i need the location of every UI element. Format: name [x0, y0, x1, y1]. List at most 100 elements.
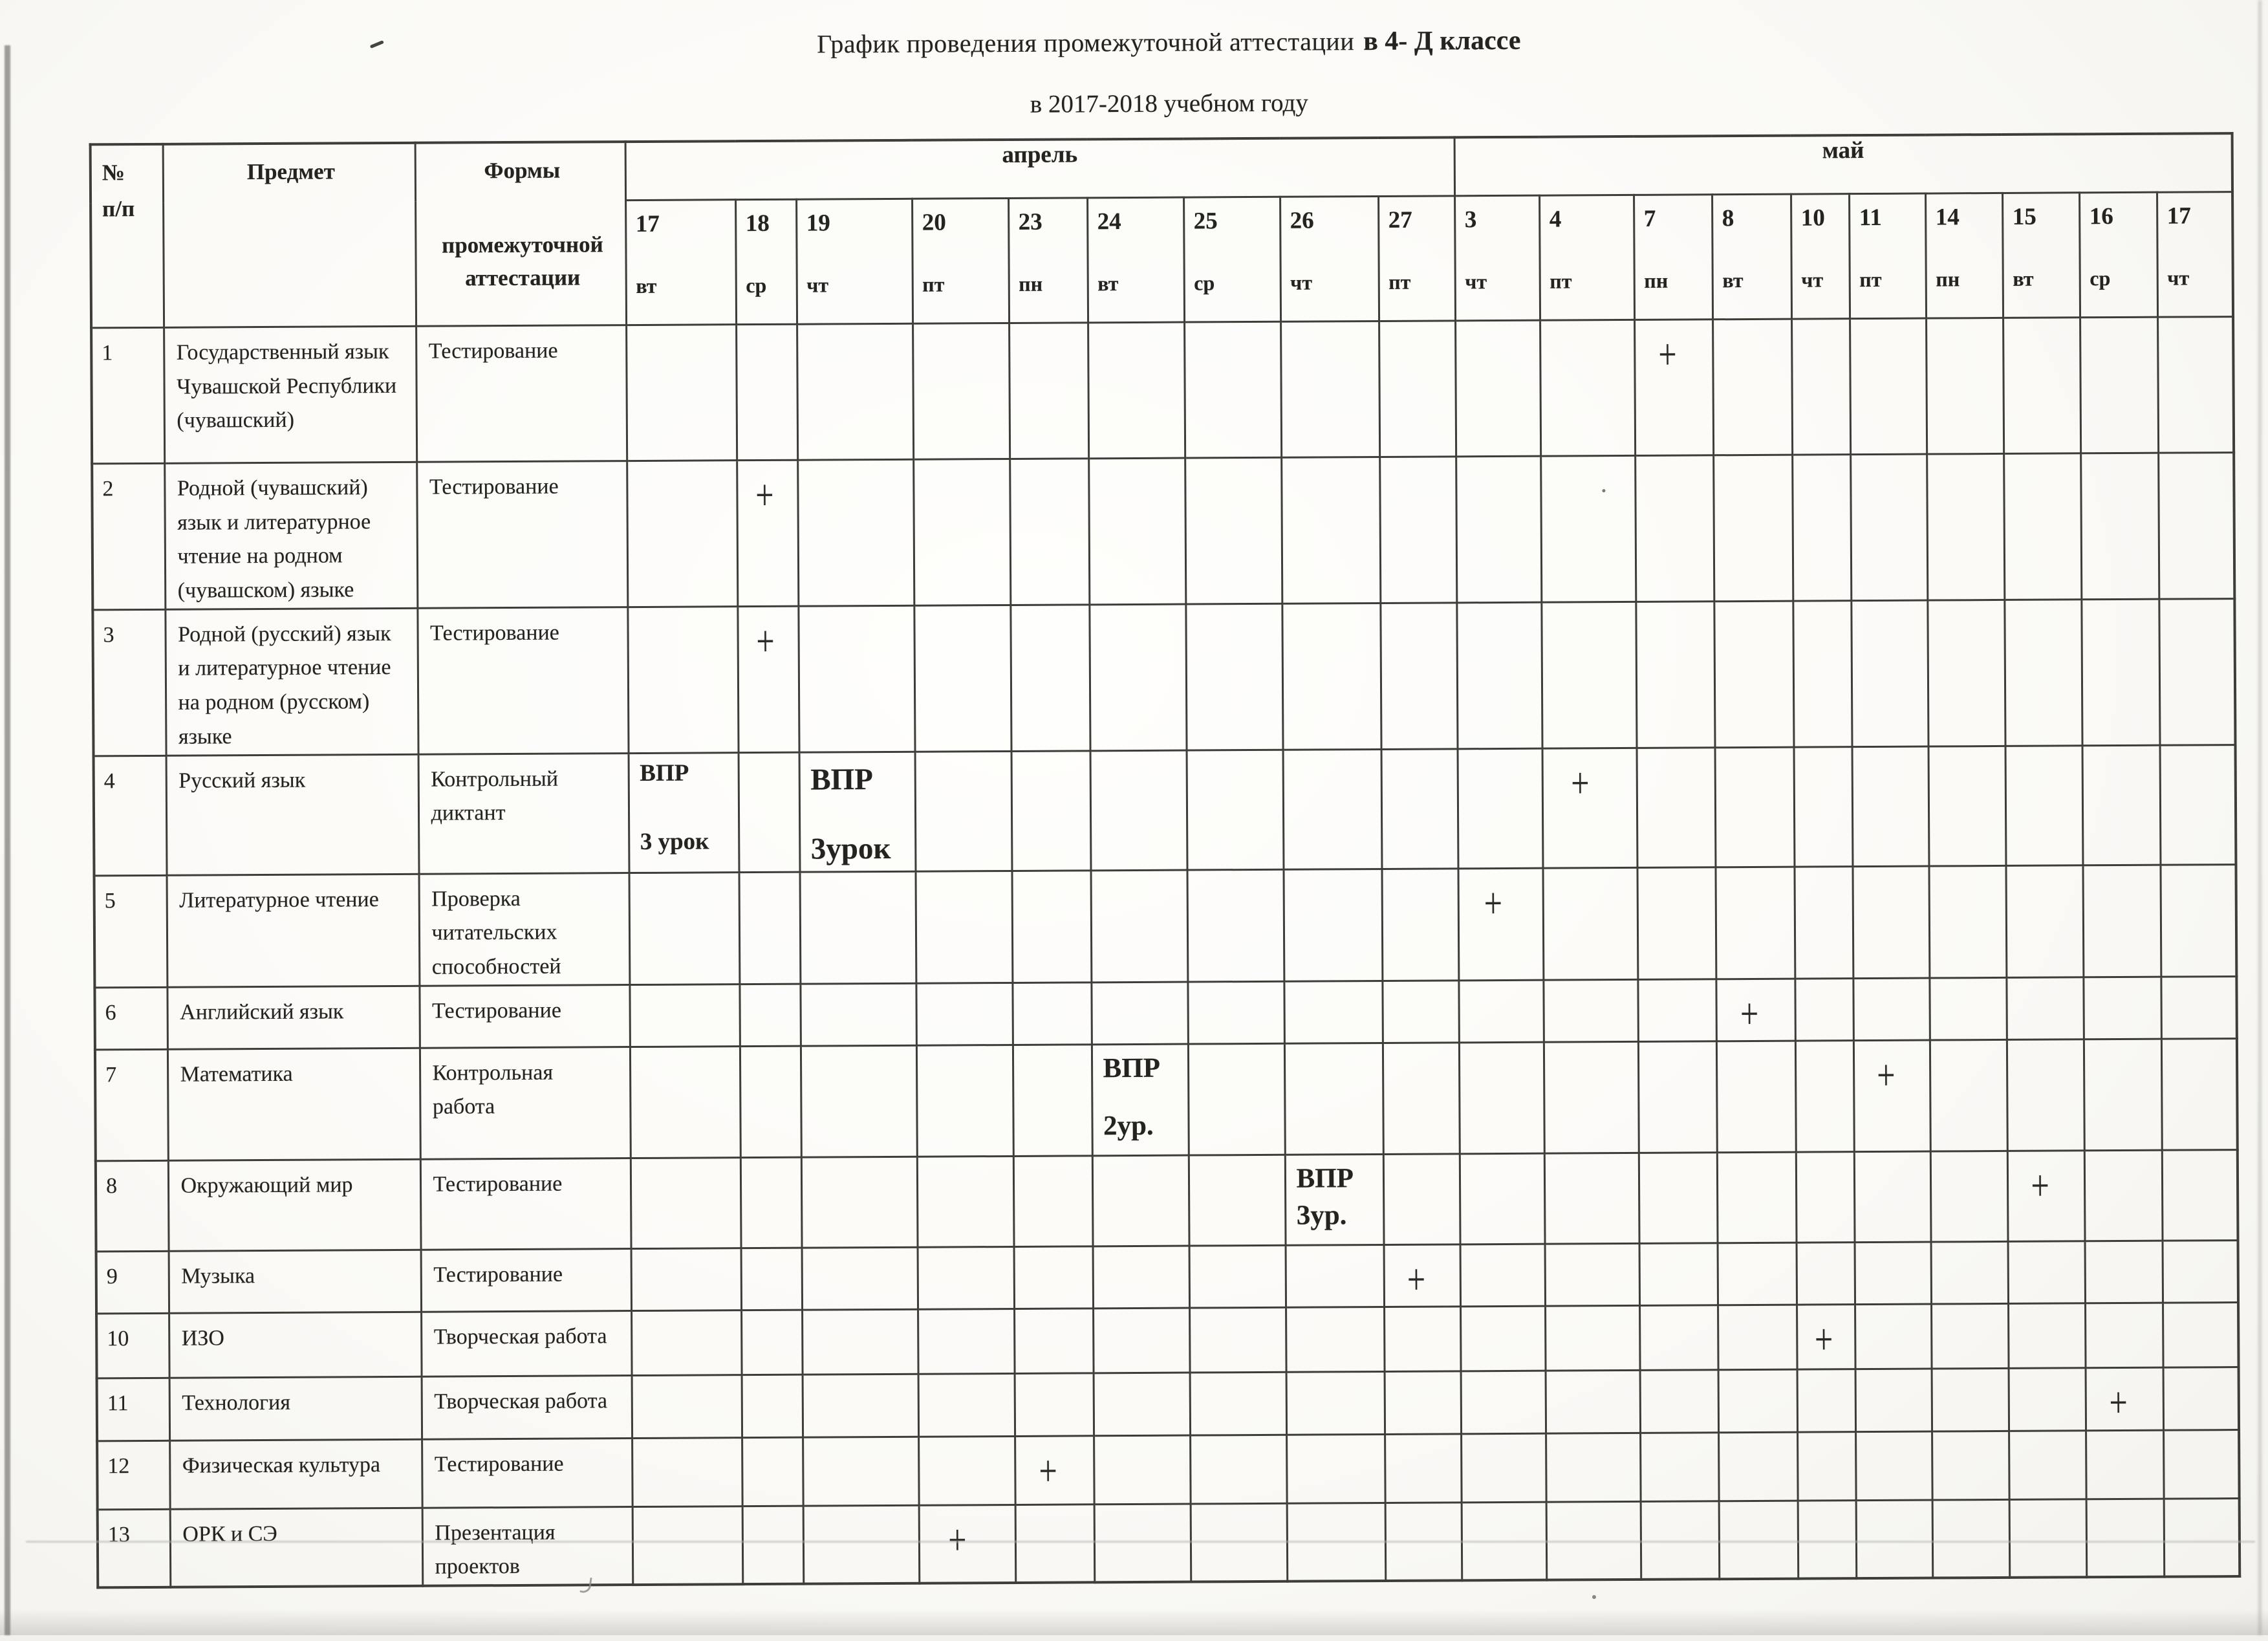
day-cell-empty: [1542, 867, 1638, 980]
day-cell-empty: [2004, 599, 2082, 746]
table-row: 7 Математика Контрольная работа ВПР 2ур. +: [94, 1038, 2238, 1161]
subject-cell: Физическая культура: [169, 1439, 422, 1509]
day-date: 17: [2166, 202, 2191, 230]
day-cell-empty: [1092, 1245, 1190, 1309]
day-of-week: ср: [1194, 271, 1215, 295]
day-cell-empty: [629, 1046, 740, 1158]
day-cell-empty: [2163, 1367, 2240, 1430]
day-cell-empty: [2007, 1039, 2084, 1151]
day-cell-marked: +: [918, 1505, 1016, 1583]
day-cell-empty: [2157, 316, 2234, 453]
day-cell-empty: [2083, 976, 2162, 1039]
row-number-cell: 13: [97, 1508, 171, 1588]
day-cell-empty: [632, 1437, 742, 1507]
plus-mark: +: [756, 616, 775, 666]
subject-cell-text: Литературное чтение: [179, 887, 379, 913]
plus-mark: +: [2031, 1160, 2049, 1210]
day-date: 26: [1290, 207, 1314, 234]
form-cell-text: Контрольный диктант: [431, 766, 559, 825]
form-cell: Тестирование: [420, 1158, 631, 1250]
subject-cell: Технология: [169, 1376, 422, 1440]
day-header: 26 чт: [1280, 196, 1379, 322]
subject-cell-text: Английский язык: [180, 999, 344, 1025]
day-header: 24 вт: [1087, 197, 1185, 323]
day-cell-empty: [1459, 1041, 1544, 1154]
form-cell: Контрольный диктант: [418, 753, 629, 874]
day-cell-empty: [1638, 1041, 1717, 1153]
day-cell-empty: [918, 1373, 1015, 1437]
day-cell-marked: +: [1853, 1039, 1930, 1152]
row-number-cell-text: 12: [107, 1453, 130, 1478]
day-of-week: вт: [636, 274, 657, 298]
row-number-cell-text: 3: [103, 622, 114, 647]
day-date: 4: [1549, 206, 1562, 233]
day-cell-empty: [1636, 601, 1715, 748]
plus-mark: +: [948, 1514, 967, 1564]
day-cell-empty: [1714, 600, 1794, 748]
day-cell-empty: [742, 1437, 803, 1506]
day-cell-empty: [1286, 1371, 1385, 1435]
plus-mark: +: [755, 470, 774, 519]
day-cell-empty: [1928, 745, 2006, 866]
day-cell-empty: [1544, 1243, 1640, 1306]
day-cell-empty: [739, 1045, 801, 1158]
table-row: 13 ОРК и СЭ Презентация проектов +: [97, 1498, 2240, 1588]
day-cell-empty: [1931, 1303, 2009, 1369]
day-cell-vpr: ВПР 2ур.: [1091, 1043, 1189, 1156]
day-cell-empty: [1382, 980, 1460, 1043]
day-cell-empty: [1456, 602, 1542, 749]
day-cell-marked: +: [2007, 1150, 2085, 1241]
day-cell-empty: [1012, 982, 1092, 1045]
day-cell-empty: [2159, 598, 2236, 745]
day-cell-empty: [1011, 870, 1092, 983]
day-cell-empty: [1928, 865, 2007, 978]
day-cell-empty: [1638, 1152, 1718, 1243]
day-of-week: пн: [1644, 268, 1669, 292]
day-cell-empty: [1544, 1041, 1639, 1153]
day-cell-empty: [1094, 1503, 1191, 1583]
day-of-week: пн: [1019, 272, 1043, 296]
day-cell-empty: [1013, 1246, 1094, 1309]
day-cell-empty: [1718, 1431, 1798, 1501]
day-cell-empty: [2161, 976, 2238, 1039]
table-row: 5 Литературное чтение Проверка читательски…: [94, 864, 2237, 988]
subject-cell-text: Государственный язык Чувашской Республик…: [176, 340, 397, 433]
form-cell: Тестирование: [420, 1248, 632, 1312]
day-cell-empty: [1379, 456, 1457, 603]
day-cell-empty: [1636, 747, 1716, 867]
day-cell-empty: [1381, 748, 1458, 869]
scan-artifact-dot: [1592, 1595, 1596, 1599]
col-header-num: № п/п: [90, 144, 164, 328]
row-number-cell: 4: [93, 755, 167, 876]
day-cell-empty: [1014, 1373, 1094, 1437]
subject-cell: Литературное чтение: [166, 873, 420, 987]
row-number-cell: 1: [91, 327, 165, 464]
form-cell: Творческая работа: [421, 1310, 632, 1376]
day-cell-empty: [1855, 1431, 1932, 1501]
day-cell-empty: [1090, 750, 1187, 871]
vpr-note-line: ВПР: [1296, 1162, 1354, 1194]
day-cell-empty: [1545, 1369, 1641, 1433]
plus-mark: +: [1407, 1254, 1426, 1303]
day-of-week: пт: [1550, 269, 1572, 293]
day-header: 4 пт: [1539, 195, 1635, 321]
day-cell-empty: [1715, 866, 1795, 979]
day-cell-marked: +: [1542, 747, 1637, 868]
day-cell-empty: [1797, 1431, 1856, 1501]
day-cell-empty: [2161, 1038, 2238, 1150]
table-row: 6 Английский язык Тестирование +: [94, 976, 2238, 1050]
day-date: 3: [1464, 206, 1477, 234]
day-header: 8 вт: [1712, 194, 1792, 320]
form-cell: Тестирование: [416, 461, 628, 609]
day-date: 19: [806, 210, 830, 237]
day-cell-marked: +: [1634, 319, 1714, 456]
day-cell-empty: [741, 1309, 803, 1375]
day-cell-empty: [1540, 455, 1636, 602]
day-cell-empty: [1088, 322, 1185, 459]
day-cell-empty: [1282, 603, 1381, 750]
form-cell-text: Тестирование: [429, 620, 559, 646]
day-cell-empty: [1284, 981, 1383, 1043]
day-cell-empty: [2080, 317, 2159, 453]
plus-mark: +: [1484, 878, 1503, 928]
day-header: 19 чт: [796, 199, 913, 325]
